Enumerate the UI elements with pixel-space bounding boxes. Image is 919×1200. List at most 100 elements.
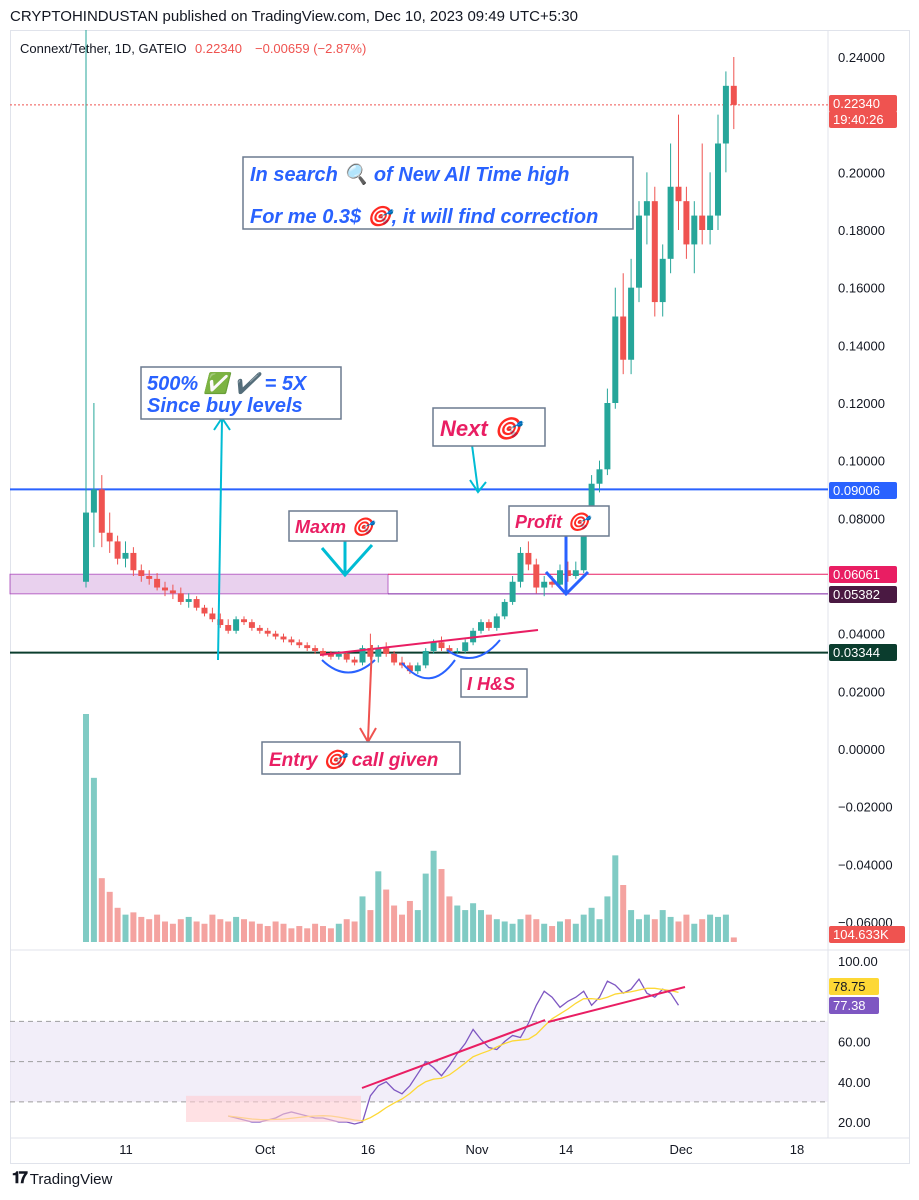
price-tick-label: 0.18000: [838, 223, 885, 238]
candle-body: [707, 215, 714, 230]
candle-body: [146, 576, 153, 579]
candle-body: [454, 650, 461, 652]
rsi-oversold-fill: [186, 1095, 361, 1122]
candle-body: [162, 587, 168, 591]
volume-bar: [557, 921, 563, 942]
volume-bar: [327, 928, 334, 942]
volume-bar: [272, 921, 279, 942]
maxm-arrow: [320, 543, 374, 578]
candle-body: [628, 287, 635, 360]
volume-bar: [98, 878, 105, 942]
volume-bar: [177, 919, 184, 942]
ihs-note-box: [460, 668, 528, 698]
volume-bar: [114, 907, 121, 942]
volume-bar: [691, 923, 698, 942]
support-badge: 0.03344: [833, 645, 880, 660]
volume-bar: [320, 926, 326, 942]
countdown-badge: 19:40:26: [833, 112, 884, 127]
rsi-ma-badge-bg: [829, 997, 879, 1014]
profit-note: Profit 🎯: [515, 512, 593, 532]
volume-bar: [643, 914, 650, 942]
rsi-ma-badge: 77.38: [833, 998, 866, 1013]
zone-bottom-badge: 0.05382: [833, 587, 880, 602]
tradingview-brand: TradingView: [29, 1170, 113, 1188]
support-badge-bg: [829, 644, 897, 661]
volume-bar: [651, 919, 658, 942]
rsi-tick-label: 20.00: [838, 1115, 871, 1130]
candle-body: [177, 593, 184, 602]
candle-body: [612, 316, 619, 403]
right-shoulder-arc: [446, 639, 501, 659]
price-tick-label: 0.20000: [838, 165, 885, 180]
candle-body: [683, 201, 690, 245]
candle-body: [122, 552, 129, 559]
candle-body: [430, 642, 437, 651]
gain-note-line1: 500% ✅ ✔️ = 5X: [147, 371, 308, 395]
volume-bar: [707, 914, 714, 942]
candle-body: [359, 648, 366, 663]
volume-bar: [470, 903, 477, 942]
volume-bar: [304, 928, 311, 942]
zone-top-badge-bg: [829, 566, 897, 583]
volume-bar: [296, 926, 303, 942]
candle-body: [667, 186, 674, 259]
volume-bar: [185, 916, 192, 942]
candle-body: [509, 581, 516, 602]
candle-body: [691, 215, 698, 245]
volume-badge: 104.633K: [833, 927, 889, 942]
volume-bar: [138, 916, 145, 942]
volume-bar: [675, 921, 682, 942]
volume-bar: [683, 914, 690, 942]
time-tick-label: Nov: [465, 1142, 489, 1157]
volume-bar: [659, 910, 666, 942]
candle-body: [320, 650, 326, 654]
candle-body: [493, 616, 500, 628]
candle-body: [596, 469, 603, 484]
candle-body: [446, 648, 453, 651]
resistance-badge-bg: [829, 482, 897, 499]
volume-bar: [335, 923, 342, 942]
candle-body: [501, 601, 508, 617]
price-tick-label: 0.24000: [838, 50, 885, 65]
candle-body: [643, 201, 650, 216]
volume-bar: [233, 916, 240, 942]
next-note: Next 🎯: [440, 416, 526, 441]
rsi-tick-label: 60.00: [838, 1035, 871, 1050]
candle-body: [383, 648, 390, 654]
price-tick-label: 0.14000: [838, 338, 885, 353]
candle-body: [367, 648, 374, 657]
time-tick-label: 16: [361, 1142, 375, 1157]
candle-body: [154, 578, 161, 588]
candle-body: [209, 613, 216, 620]
volume-bar: [446, 896, 453, 942]
volume-bar: [106, 891, 113, 942]
volume-bar: [83, 714, 89, 942]
ath-note-line2: For me 0.3$ 🎯, it will find correction: [250, 205, 598, 228]
tradingview-logo[interactable]: 𝟏𝟕 TradingView: [12, 1170, 112, 1188]
candle-body: [312, 648, 319, 651]
candle-body: [485, 622, 492, 628]
volume-bar: [462, 910, 469, 942]
left-shoulder-arc: [321, 659, 376, 674]
candle-body: [533, 564, 540, 588]
candle-body: [462, 642, 469, 651]
time-tick-label: 11: [119, 1142, 133, 1157]
volume-bar: [359, 896, 366, 942]
price-tick-label: 0.08000: [838, 511, 885, 526]
volume-bar: [414, 910, 421, 942]
volume-bar: [596, 919, 603, 942]
volume-bar: [430, 850, 437, 942]
candle-body: [225, 625, 232, 631]
volume-badge-bg: [829, 926, 905, 943]
candle-body: [114, 541, 121, 559]
candle-body: [375, 648, 382, 657]
gain-note-line2: Since buy levels: [147, 395, 303, 417]
candle-body: [604, 403, 611, 470]
rsi-trendline-2: [547, 986, 686, 1023]
candle-body: [525, 552, 532, 565]
resistance-badge: 0.09006: [833, 483, 880, 498]
volume-bar: [154, 914, 161, 942]
volume-bar: [580, 914, 587, 942]
rsi-tick-label: 100.00: [838, 954, 878, 969]
